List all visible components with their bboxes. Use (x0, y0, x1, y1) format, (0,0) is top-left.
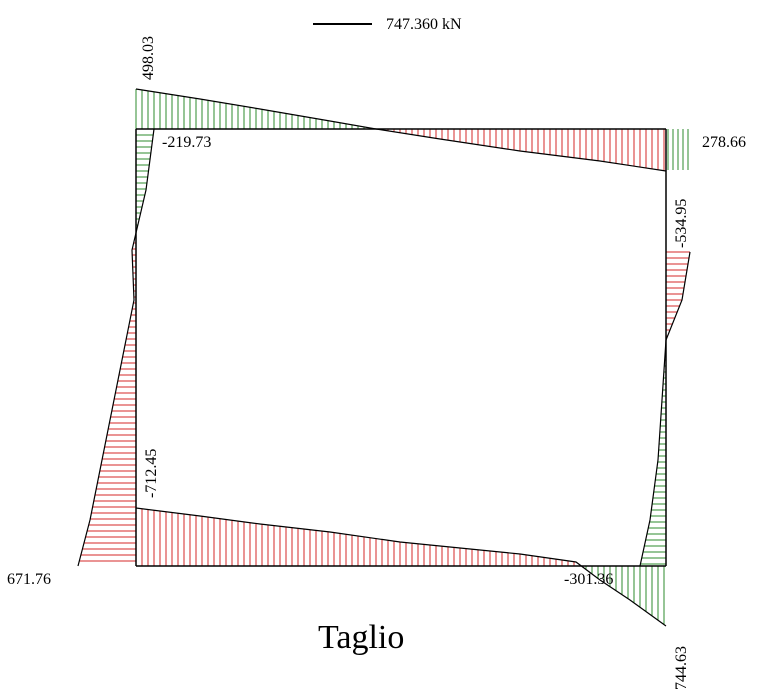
value-top-left: 498.03 (140, 36, 157, 80)
top-beam-hatch (135, 89, 689, 171)
value-bottom-left: 671.76 (7, 571, 51, 588)
right-column-outline (639, 251, 691, 567)
left-column-outline (77, 128, 155, 567)
diagram-title: Taglio (318, 619, 404, 656)
value-left-bottom-neg: -712.45 (143, 449, 160, 498)
top-beam-outline (135, 88, 667, 172)
value-top-right: 278.66 (702, 134, 746, 151)
bottom-beam-outline (135, 507, 667, 627)
value-bottom-right: 744.63 (673, 646, 690, 690)
value-right-top: -534.95 (673, 199, 690, 248)
legend-scale-label: 747.360 kN (386, 16, 462, 33)
right-column-hatch (640, 251, 690, 565)
value-bottom-right-neg: -301.36 (564, 571, 613, 588)
value-top-left-neg: -219.73 (162, 134, 211, 151)
